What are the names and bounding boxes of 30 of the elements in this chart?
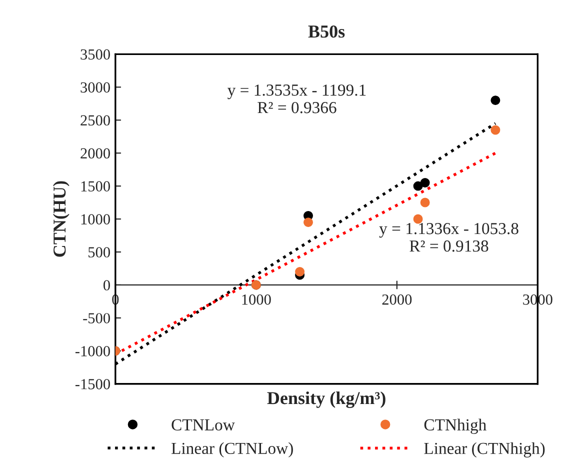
y-tick-label: 2000: [80, 148, 110, 159]
chart-title: B50s: [308, 25, 345, 38]
y-tick-label: -1500: [75, 379, 110, 390]
y-tick-label: 500: [88, 247, 110, 258]
y-tick-label: 1000: [81, 214, 110, 224]
point: [295, 267, 305, 277]
x-tick-label: 1000: [242, 294, 271, 305]
y-tick-label: 1500: [81, 181, 110, 192]
legend-label: CTNLow: [172, 419, 235, 430]
annotation: y = 1.3535x - 1199.1 R² = 0.9366: [228, 84, 366, 114]
y-tick-label: -1000: [75, 346, 110, 356]
point: [490, 125, 500, 135]
point: [490, 96, 500, 106]
legend-label: CTNhigh: [424, 418, 486, 434]
annotation: y = 1.1336x - 1053.8 R² = 0.9138: [379, 222, 518, 252]
y-tick-label: 3500: [80, 49, 110, 60]
y-tick-label: -500: [83, 313, 110, 324]
point: [420, 178, 430, 188]
legend-label: Linear (CTNhigh): [424, 442, 545, 458]
point: [420, 198, 430, 208]
legend-label: Linear (CTNLow): [172, 442, 293, 458]
y-tick-label: 0: [103, 280, 110, 290]
point: [304, 218, 313, 228]
point: [413, 214, 423, 224]
y-axis-title: CTN(HU): [52, 181, 70, 257]
y-tick-label: 3000: [80, 82, 110, 93]
point: [413, 181, 423, 191]
x-axis-title: Density (kg/m³): [267, 392, 386, 408]
x-tick-label: 2000: [382, 294, 412, 305]
y-tick-label: 2500: [80, 115, 110, 126]
